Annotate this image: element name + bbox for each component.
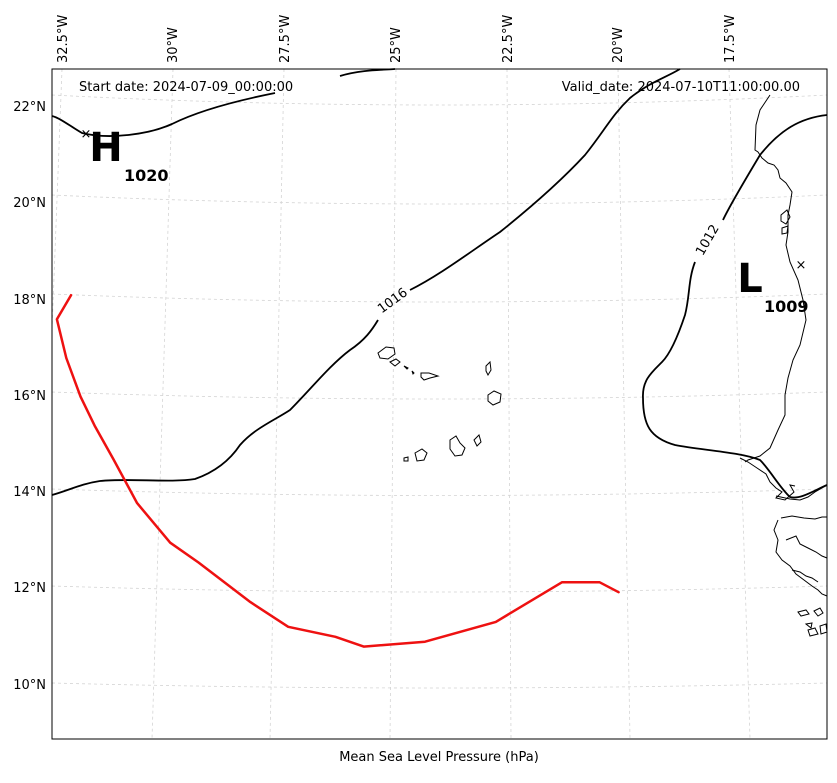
grid-lat-10 [51,682,828,689]
coast-casamance [780,515,827,520]
lon-label: 20°W [611,27,626,63]
coast-cap-vert [739,457,796,501]
island-santa-luzia [403,365,409,370]
grid-lon-17-5 [728,68,751,740]
high-center-marker: × [81,127,92,142]
lon-label: 22.5°W [501,15,516,63]
island-maio [473,434,482,447]
storm-track-line [55,293,620,648]
grid-lat-22 [51,94,828,106]
valid-date-label: Valid_date: 2024-07-10T11:00:00.00 [562,80,800,95]
grid-lon-22-5 [506,68,512,740]
coast-island-senegal-1 [780,209,791,225]
island-boa-vista [487,390,502,406]
lon-label: 27.5°W [278,15,293,63]
high-letter: H [89,125,122,171]
low-pressure-center: × L 1009 [737,256,808,316]
map-area [52,69,827,739]
map-frame [51,68,828,740]
graticule [51,68,828,740]
africa-coastline [739,94,828,637]
cape-verde-islands [377,346,502,462]
lon-label: 32.5°W [56,15,71,63]
lat-label: 12°N [13,581,46,596]
grid-lon-27-5 [269,68,285,740]
latitude-labels: 22°N 20°N 18°N 16°N 14°N 12°N 10°N [13,100,46,693]
coast-guinea-inlets-2 [791,569,819,583]
grid-lat-20 [51,194,828,205]
grid-lat-18 [51,293,828,303]
lon-label: 25°W [389,27,404,63]
grid-lon-30 [151,68,174,740]
lat-label: 14°N [13,485,46,500]
grid-lon-25 [389,68,397,740]
isobar-1016 [51,68,681,496]
longitude-labels: 32.5°W 30°W 27.5°W 25°W 22.5°W 20°W 17.5… [56,15,738,63]
lon-label: 30°W [166,27,181,63]
isobar-1020-arc [51,92,276,137]
isobars [51,68,828,499]
lat-label: 20°N [13,196,46,211]
grid-lon-32-5 [51,68,63,331]
lon-label: 17.5°W [723,15,738,63]
island-sal [485,360,492,377]
lat-label: 18°N [13,293,46,308]
lat-label: 16°N [13,389,46,404]
map-xlabel: Mean Sea Level Pressure (hPa) [339,750,539,765]
isobar-1012 [642,114,828,499]
low-center-marker: × [796,258,807,273]
island-fogo [414,448,428,462]
low-letter: L [737,256,763,302]
coast-bissagos-4 [807,627,819,637]
island-brava [403,456,409,462]
coast-island-senegal-2 [781,225,789,235]
grid-lat-14 [51,488,828,496]
island-sao-nicolau [420,372,440,381]
island-islet [411,370,415,375]
island-santo-antao [377,346,396,360]
island-sao-vicente [389,358,401,367]
coast-guinea-inlets [785,535,828,559]
coast-bissagos-2 [813,607,824,617]
high-value: 1020 [124,166,169,185]
lat-label: 10°N [13,678,46,693]
island-santiago [449,435,466,457]
coast-mauritania-senegal [744,94,807,463]
start-date-label: Start date: 2024-07-09_00:00:00 [79,80,293,95]
high-pressure-center: × H 1020 [81,125,169,185]
grid-lon-20 [617,68,631,740]
lat-label: 22°N [13,100,46,115]
coast-bissagos-1 [797,609,810,617]
low-value: 1009 [764,297,809,316]
coast-bissagos-3 [804,622,813,629]
grid-lat-12 [51,585,828,593]
